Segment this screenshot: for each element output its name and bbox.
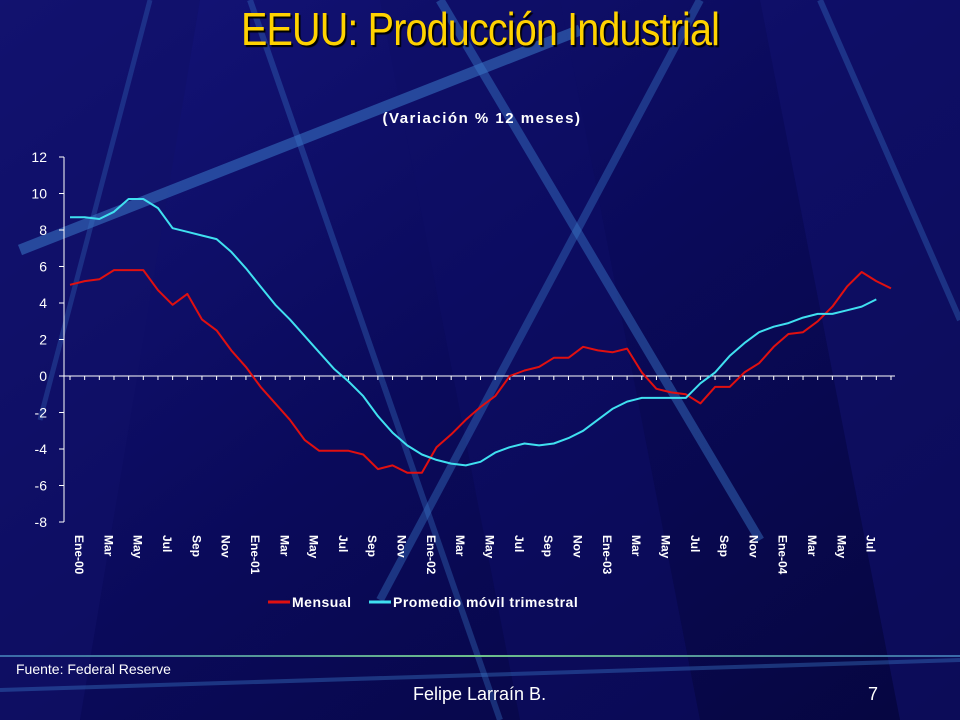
y-tick-label: 12 xyxy=(31,149,47,165)
x-tick-label: Sep xyxy=(189,535,203,557)
author-name: Felipe Larraín B. xyxy=(413,684,547,704)
y-tick-label: 4 xyxy=(39,295,47,311)
x-tick-label: Sep xyxy=(541,535,555,557)
y-tick-label: 10 xyxy=(31,186,47,202)
y-tick-label: -2 xyxy=(35,405,48,421)
footer-divider xyxy=(0,655,960,657)
x-tick-label: Mar xyxy=(277,535,291,557)
x-tick-label: Sep xyxy=(365,535,379,557)
x-tick-label: Nov xyxy=(746,535,760,558)
legend-label-mensual: Mensual xyxy=(292,594,352,610)
series-line-mensual xyxy=(69,269,892,474)
x-tick-label: Mar xyxy=(101,535,115,557)
x-tick-label: May xyxy=(483,535,497,559)
y-tick-label: -4 xyxy=(35,441,48,457)
y-tick-label: 6 xyxy=(39,259,47,275)
x-tick-label: Jul xyxy=(864,535,878,552)
x-tick-label: Ene-00 xyxy=(72,535,86,575)
x-tick-label: Jul xyxy=(160,535,174,552)
legend-label-promedio: Promedio móvil trimestral xyxy=(393,594,578,610)
y-tick-label: 2 xyxy=(39,332,47,348)
y-tick-label: 8 xyxy=(39,222,47,238)
x-tick-label: May xyxy=(658,535,672,559)
x-tick-label: May xyxy=(307,535,321,559)
page-number: 7 xyxy=(868,684,879,704)
x-tick-label: Ene-04 xyxy=(776,535,790,575)
x-tick-label: Ene-02 xyxy=(424,535,438,575)
y-tick-label: -8 xyxy=(35,514,48,530)
x-tick-label: Nov xyxy=(395,535,409,558)
y-tick-label: 0 xyxy=(39,368,47,384)
slide-title: EEUU: Producción Industrial xyxy=(240,3,720,55)
x-tick-label: Mar xyxy=(805,535,819,557)
x-tick-label: Nov xyxy=(219,535,233,558)
x-tick-label: May xyxy=(131,535,145,559)
x-tick-label: Ene-03 xyxy=(600,535,614,575)
x-tick-label: Jul xyxy=(512,535,526,552)
x-tick-label: Ene-01 xyxy=(248,535,262,575)
x-tick-label: May xyxy=(834,535,848,559)
x-tick-label: Sep xyxy=(717,535,731,557)
x-tick-label: Jul xyxy=(336,535,350,552)
y-tick-label: -6 xyxy=(35,478,48,494)
source-note: Fuente: Federal Reserve xyxy=(16,661,171,677)
series-line-promedio xyxy=(70,198,877,467)
x-tick-label: Jul xyxy=(688,535,702,552)
x-tick-label: Mar xyxy=(629,535,643,557)
x-tick-label: Nov xyxy=(570,535,584,558)
chart-subtitle: (Variación % 12 meses) xyxy=(383,110,582,127)
x-tick-label: Mar xyxy=(453,535,467,557)
